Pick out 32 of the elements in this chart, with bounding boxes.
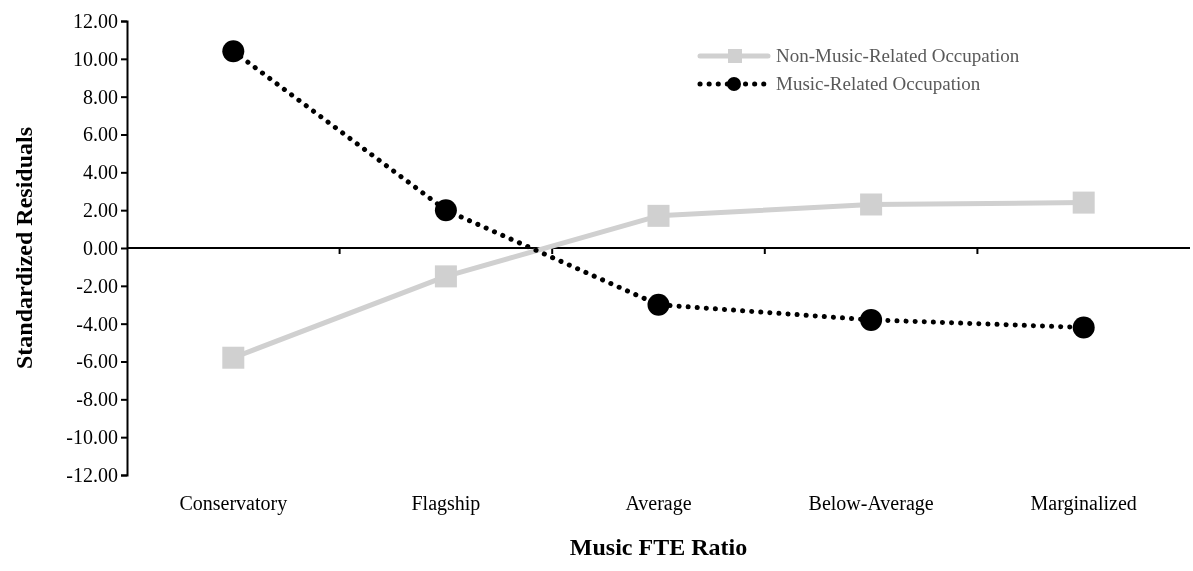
x-tick-label: Average [625,492,692,515]
y-tick-label: 12.00 [73,9,118,32]
point [1072,316,1095,339]
x-tick-label: Below-Average [808,492,934,515]
x-tick-label: Conservatory [179,492,288,515]
point [647,293,670,316]
y-tick-label: 10.00 [73,47,118,70]
point [860,193,883,216]
y-tick-label: 8.00 [83,85,118,108]
y-axis-title: Standardized Residuals [11,126,37,370]
point [1072,191,1095,214]
y-tick-label: 2.00 [83,199,118,222]
point [222,40,245,63]
point [434,199,457,222]
point [860,308,883,331]
y-tick-label: 4.00 [83,161,118,184]
x-axis-title: Music FTE Ratio [569,534,748,560]
legend-label: Non-Music-Related Occupation [776,45,1020,66]
point [222,346,245,369]
y-tick-label: -8.00 [76,388,118,411]
point [434,265,457,288]
y-tick-label: -12.00 [66,463,118,486]
x-tick-label: Flagship [411,492,481,515]
point [647,204,670,227]
y-tick-label: -4.00 [76,312,118,335]
y-tick-label: 0.00 [83,236,118,259]
y-tick-label: -2.00 [76,274,118,297]
y-tick-label: -10.00 [66,426,118,449]
y-tick-label: 6.00 [83,123,118,146]
legend-label: Music-Related Occupation [776,73,981,94]
x-tick-label: Marginalized [1030,492,1137,515]
y-tick-label: -6.00 [76,350,118,373]
